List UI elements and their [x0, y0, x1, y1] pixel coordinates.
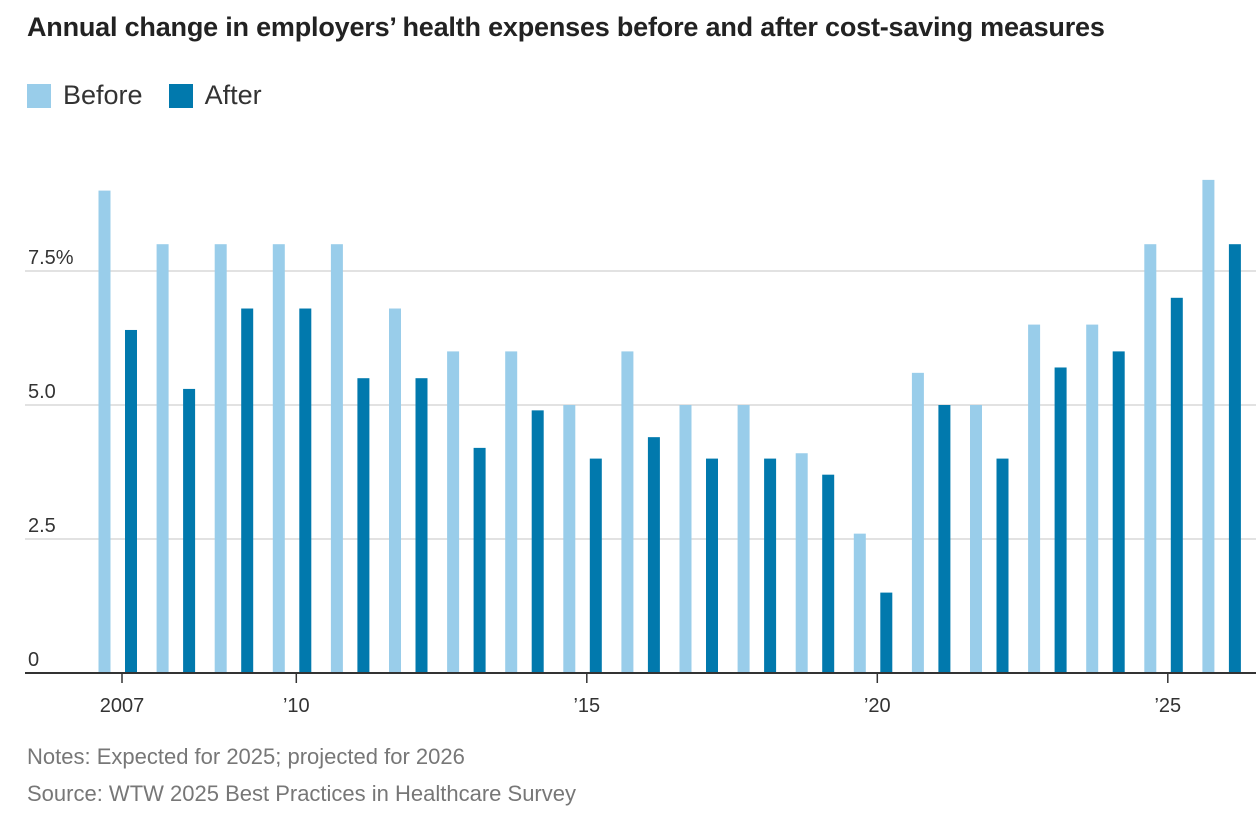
bar-before-2015 — [563, 405, 576, 673]
bar-before-2008 — [156, 244, 169, 673]
notes-text: Notes: Expected for 2025; projected for … — [27, 744, 465, 769]
bar-after-2008 — [183, 388, 196, 673]
bar-before-2026 — [1202, 179, 1215, 673]
bar-after-2025 — [1170, 297, 1183, 673]
bar-after-2011 — [357, 378, 370, 673]
x-tick-label: ’20 — [864, 695, 891, 717]
legend: Before After — [27, 80, 288, 111]
bar-after-2010 — [299, 308, 312, 673]
bar-after-2015 — [589, 458, 602, 673]
x-tick-label: 2007 — [100, 695, 145, 717]
source-text: Source: WTW 2025 Best Practices in Healt… — [27, 781, 576, 806]
y-tick-label: 5.0 — [28, 381, 56, 403]
bar-after-2016 — [647, 437, 660, 673]
bar-before-2010 — [272, 244, 285, 673]
bar-after-2021 — [938, 405, 951, 673]
bar-before-2022 — [970, 405, 982, 673]
chart-title: Annual change in employers’ health expen… — [27, 12, 1105, 42]
bar-after-2013 — [473, 447, 486, 673]
bar-after-2022 — [996, 458, 1009, 673]
bar-after-2026 — [1228, 244, 1241, 673]
x-tick-label: ’15 — [573, 695, 600, 717]
bar-before-2025 — [1144, 244, 1157, 673]
bar-before-2016 — [621, 351, 634, 673]
legend-label-before: Before — [63, 80, 143, 110]
bar-before-2024 — [1086, 324, 1099, 673]
x-tick-label: ’25 — [1154, 695, 1181, 717]
bar-before-2023 — [1028, 324, 1041, 673]
bar-before-2021 — [911, 372, 924, 673]
bar-before-2014 — [505, 351, 518, 673]
bar-before-2012 — [389, 308, 401, 673]
bar-after-2020 — [880, 592, 893, 673]
legend-item-before: Before — [27, 80, 143, 111]
bar-after-2009 — [241, 308, 254, 673]
bar-after-2012 — [415, 378, 428, 673]
y-tick-label: 2.5 — [28, 515, 56, 537]
bar-after-2018 — [764, 458, 777, 673]
bar-after-2007 — [125, 329, 137, 673]
x-tick-label: ’10 — [283, 695, 310, 717]
bar-after-2024 — [1112, 351, 1125, 673]
bar-before-2018 — [737, 405, 750, 673]
legend-label-after: After — [204, 80, 262, 110]
bar-after-2019 — [822, 474, 835, 673]
bar-after-2023 — [1054, 367, 1067, 673]
bar-before-2011 — [330, 244, 343, 673]
bar-after-2017 — [706, 458, 718, 673]
bar-before-2013 — [447, 351, 460, 673]
bar-before-2020 — [853, 533, 866, 673]
bar-before-2009 — [214, 244, 227, 673]
y-tick-label: 7.5% — [28, 247, 74, 269]
bar-after-2014 — [531, 410, 544, 673]
bar-before-2019 — [795, 453, 808, 673]
bar-before-2007 — [98, 190, 111, 673]
y-tick-label: 0 — [28, 649, 39, 671]
legend-item-after: After — [168, 80, 262, 111]
legend-swatch-before — [27, 83, 51, 108]
bar-before-2017 — [679, 405, 692, 673]
legend-swatch-after — [168, 83, 193, 108]
